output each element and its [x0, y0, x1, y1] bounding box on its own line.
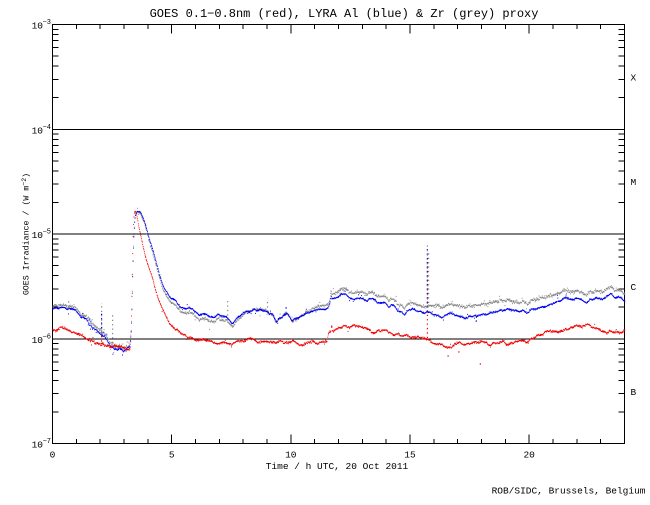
svg-text:10: 10 — [32, 335, 44, 346]
svg-text:X: X — [631, 73, 637, 84]
svg-text:20: 20 — [523, 450, 535, 461]
svg-text:10: 10 — [32, 440, 44, 451]
svg-text:−5: −5 — [43, 228, 51, 236]
svg-text:10: 10 — [32, 230, 44, 241]
svg-text:−4: −4 — [43, 124, 51, 132]
svg-text:GOES Irradiance / (W m−2): GOES Irradiance / (W m−2) — [21, 173, 31, 295]
svg-text:B: B — [631, 387, 637, 398]
svg-text:−7: −7 — [43, 438, 51, 446]
svg-text:10: 10 — [285, 450, 297, 461]
svg-text:0: 0 — [50, 450, 56, 461]
svg-text:GOES 0.1−0.8nm (red), LYRA Al: GOES 0.1−0.8nm (red), LYRA Al (blue) & Z… — [150, 7, 539, 21]
svg-text:10: 10 — [32, 126, 44, 137]
svg-text:5: 5 — [169, 450, 175, 461]
svg-text:−6: −6 — [43, 333, 51, 341]
svg-text:Time / h UTC, 20 Oct 2011: Time / h UTC, 20 Oct 2011 — [266, 461, 409, 472]
svg-text:15: 15 — [404, 450, 416, 461]
svg-text:−3: −3 — [43, 19, 51, 27]
svg-text:C: C — [631, 282, 637, 293]
svg-text:ROB/SIDC, Brussels, Belgium: ROB/SIDC, Brussels, Belgium — [492, 486, 646, 497]
svg-text:M: M — [631, 177, 637, 188]
svg-text:10: 10 — [32, 21, 44, 32]
